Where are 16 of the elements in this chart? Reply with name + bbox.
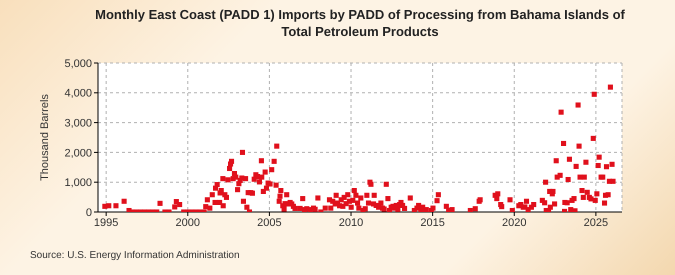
- y-tick-label: 2,000: [64, 147, 92, 160]
- x-tick-label: 2010: [338, 216, 364, 229]
- y-tick-label: 0: [86, 206, 92, 219]
- y-tick-label: 5,000: [64, 58, 92, 70]
- x-tick-label: 2005: [257, 216, 282, 229]
- y-tick-label: 3,000: [64, 118, 92, 130]
- x-tick-label: 2020: [502, 216, 527, 229]
- x-tick-label: 2000: [176, 216, 200, 229]
- x-tick-label: 1995: [94, 216, 118, 229]
- x-tick-label: 2015: [420, 216, 445, 229]
- source-note: Source: U.S. Energy Information Administration: [30, 250, 240, 261]
- y-tick-label: 4,000: [64, 88, 92, 100]
- chart-title: Monthly East Coast (PADD 1) Imports by PADD of Processing from Bahama Islands of Total Petroleum Products: [94, 6, 626, 40]
- y-tick-label: 1,000: [64, 177, 92, 190]
- x-tick-label: 2025: [584, 216, 608, 229]
- y-axis-title: Thousand Barrels: [38, 94, 51, 181]
